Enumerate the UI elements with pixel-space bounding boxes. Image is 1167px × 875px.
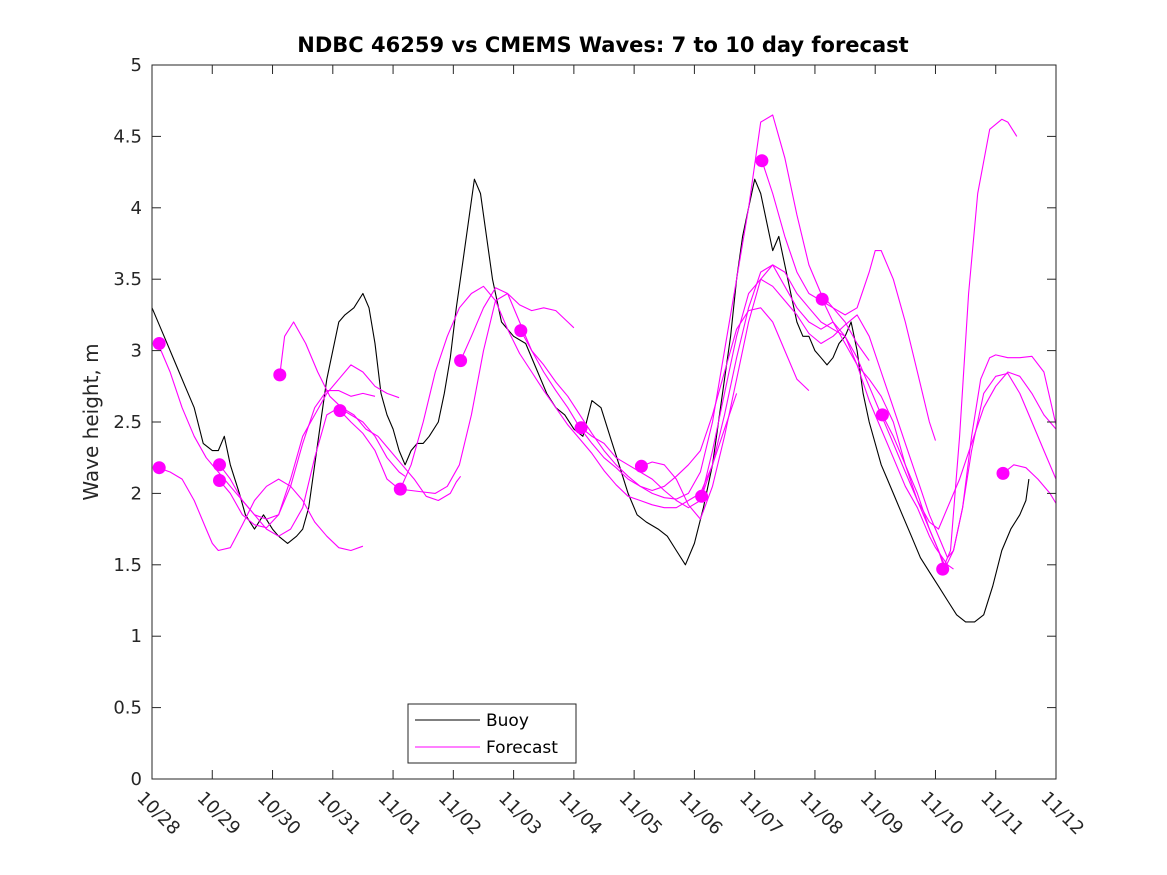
forecast-series-line-11 [641, 264, 1057, 530]
forecast-series-line-1 [157, 343, 406, 537]
forecast-series-line-7 [399, 285, 738, 509]
y-tick-label-2: 1 [131, 626, 142, 647]
chart-title: NDBC 46259 vs CMEMS Waves: 7 to 10 day f… [297, 33, 908, 57]
forecast-start-marker-14 [875, 408, 889, 422]
legend-buoy-label: Buoy [486, 711, 529, 731]
forecast-series-line-9 [520, 114, 870, 500]
forecast-start-marker-1 [152, 461, 166, 475]
forecast-start-marker-4 [273, 368, 287, 382]
legend: Buoy Forecast [407, 703, 577, 764]
forecast-series-line-6 [339, 292, 575, 494]
forecast-series-line-12 [701, 278, 1057, 559]
y-tick-label-4: 2 [131, 483, 142, 504]
y-tick-label-0: 0 [131, 769, 142, 790]
forecast-start-marker-6 [393, 482, 407, 496]
forecast-start-marker-3 [213, 474, 226, 487]
forecast-series-line-8 [460, 287, 810, 492]
forecast-start-marker-11 [695, 489, 709, 503]
y-tick-label-7: 3.5 [113, 269, 142, 290]
series-layer [151, 114, 1057, 623]
y-tick-label-9: 4.5 [113, 126, 142, 147]
y-tick-label-8: 4 [131, 198, 142, 219]
forecast-start-marker-8 [514, 324, 528, 338]
y-tick-label-5: 2.5 [113, 412, 142, 433]
legend-forecast-label: Forecast [486, 738, 558, 758]
forecast-series-line-16 [1002, 464, 1057, 504]
forecast-start-marker-13 [815, 292, 829, 306]
forecast-start-marker-0 [152, 337, 166, 350]
forecast-series-line-2 [157, 467, 364, 552]
forecast-series-line-3 [219, 390, 376, 520]
forecast-start-marker-5 [333, 404, 347, 418]
forecast-start-marker-7 [454, 354, 468, 368]
y-tick-label-6: 3 [131, 341, 142, 362]
forecast-start-marker-16 [996, 466, 1010, 480]
marker-layer [152, 154, 1010, 576]
forecast-start-marker-9 [574, 421, 588, 435]
buoy-series-line [151, 178, 1030, 623]
y-tick-label-3: 1.5 [113, 555, 142, 576]
y-axis-label: Wave height, m [79, 343, 103, 500]
forecast-start-marker-10 [634, 459, 648, 473]
y-tick-label-1: 0.5 [113, 698, 142, 719]
forecast-start-marker-15 [936, 562, 950, 576]
forecast-series-line-13 [761, 160, 937, 441]
axes-background [152, 65, 1056, 779]
forecast-start-marker-12 [755, 154, 769, 168]
forecast-series-line-15 [881, 354, 1057, 570]
forecast-series-line-4 [219, 364, 400, 529]
forecast-series-line-5 [279, 321, 462, 502]
y-tick-label-10: 5 [131, 55, 142, 76]
legend-box [407, 703, 577, 764]
forecast-start-marker-2 [213, 458, 226, 472]
